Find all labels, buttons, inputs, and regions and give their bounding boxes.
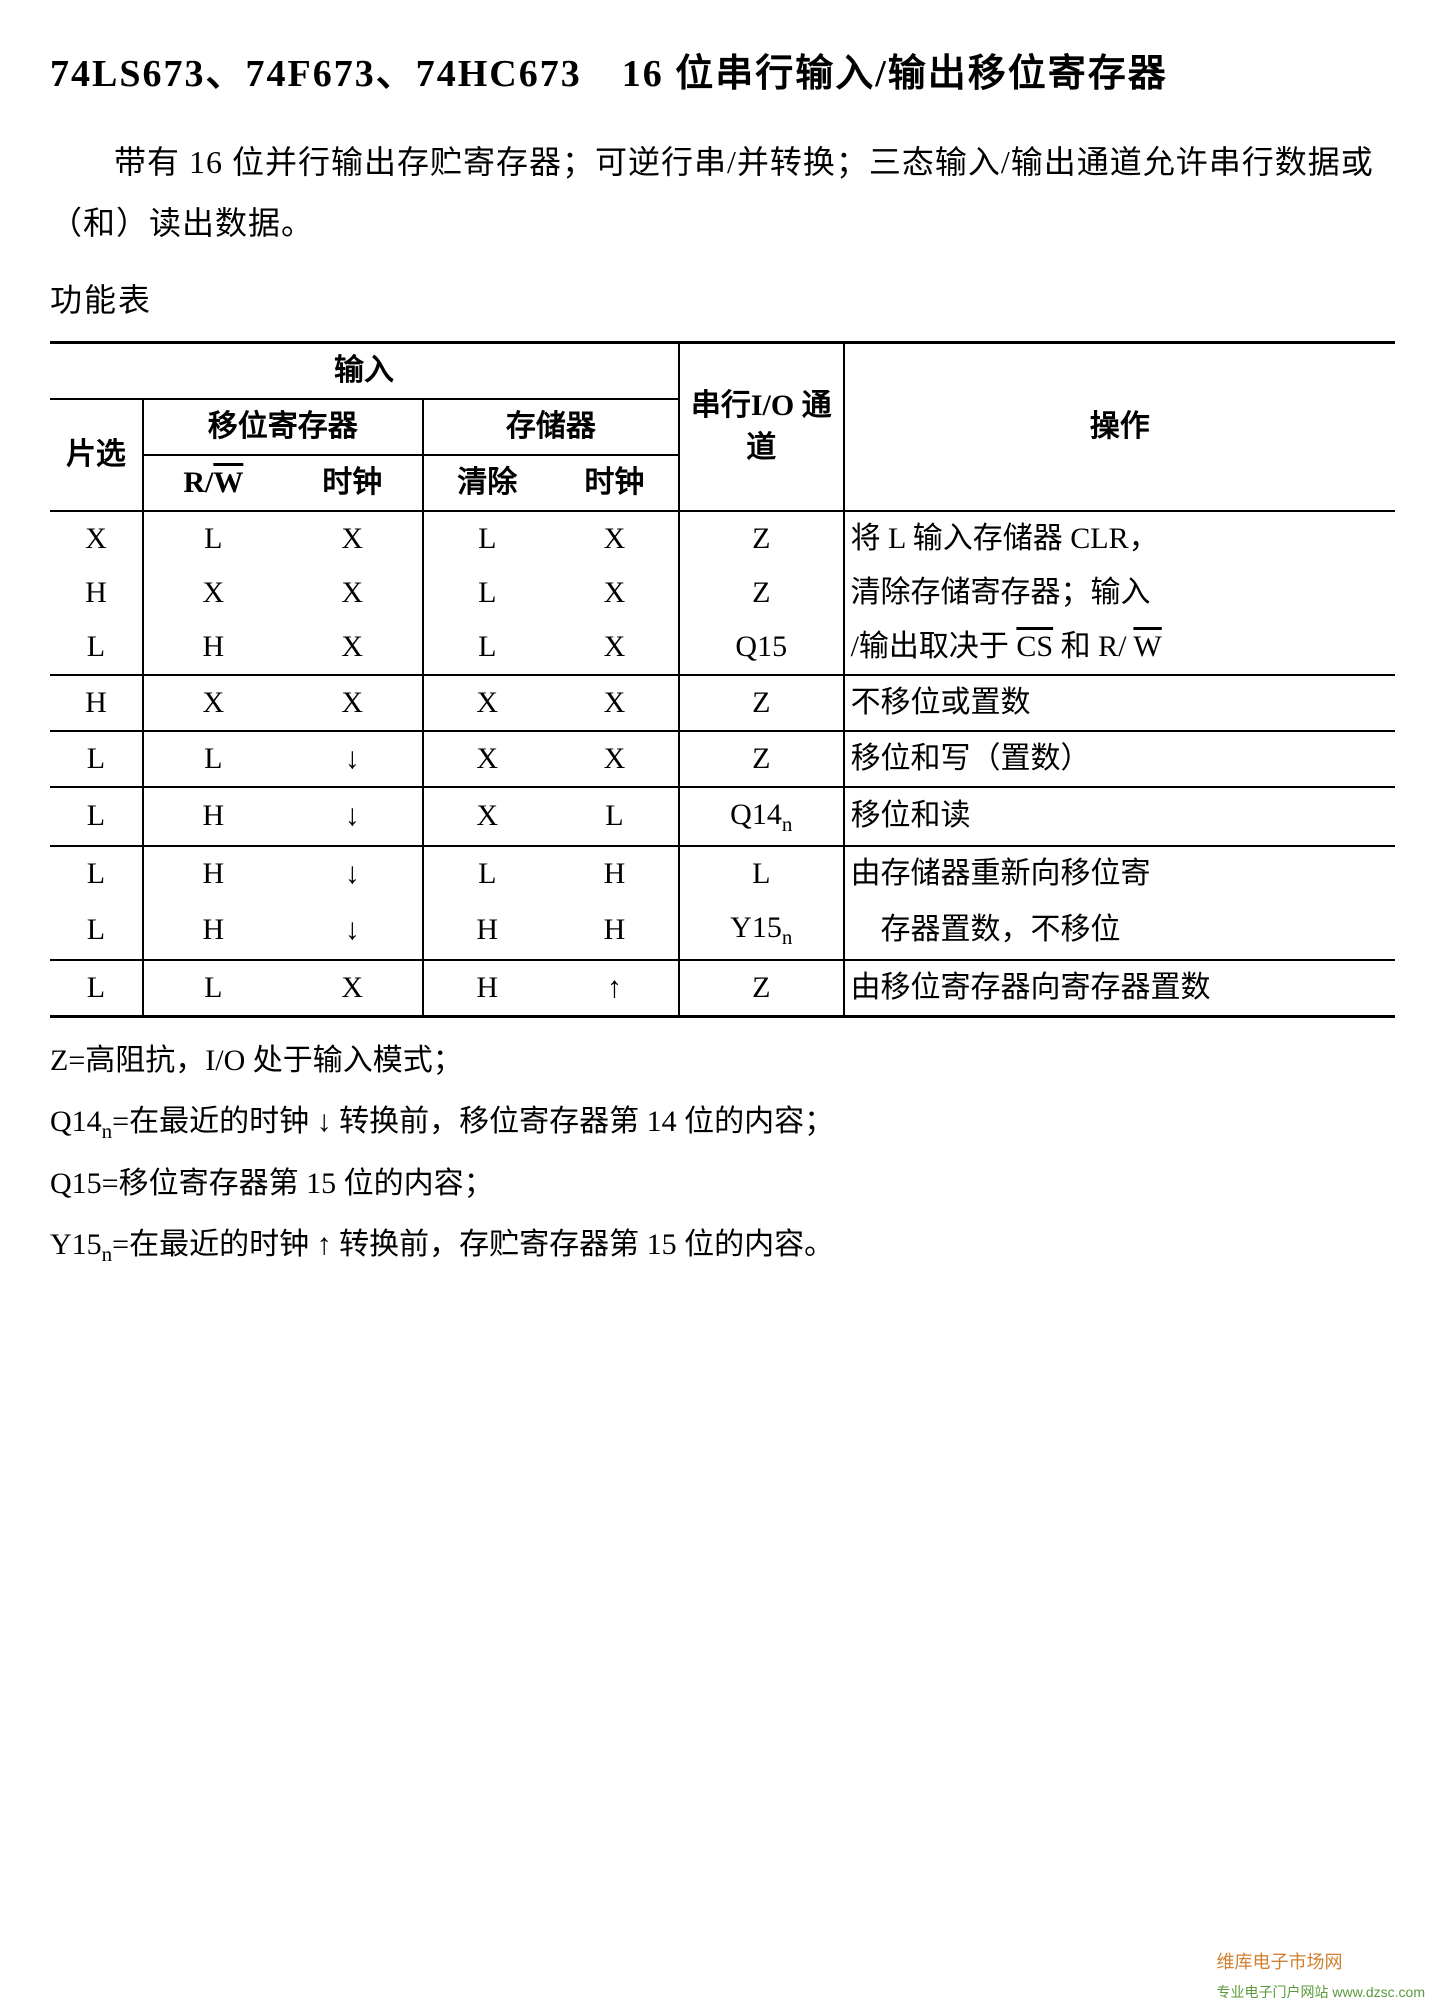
table-cell: X bbox=[551, 620, 679, 675]
table-cell: L bbox=[423, 846, 551, 901]
table-cell: X bbox=[551, 675, 679, 731]
table-row: LHXLXQ15/输出取决于 CS 和 R/ W bbox=[50, 620, 1395, 675]
col-sr-clock: 时钟 bbox=[283, 455, 423, 511]
table-cell: Q15 bbox=[679, 620, 844, 675]
table-cell: H bbox=[50, 675, 143, 731]
note-y15: Y15n=在最近的时钟 ↑ 转换前，存贮寄存器第 15 位的内容。 bbox=[50, 1216, 1395, 1275]
page-title: 74LS673、74F673、74HC673 16 位串行输入/输出移位寄存器 bbox=[50, 40, 1395, 108]
table-row: LH↓XLQ14n移位和读 bbox=[50, 787, 1395, 846]
table-caption: 功能表 bbox=[50, 270, 1395, 331]
table-cell: /输出取决于 CS 和 R/ W bbox=[844, 620, 1395, 675]
note-q15: Q15=移位寄存器第 15 位的内容； bbox=[50, 1155, 1395, 1212]
table-cell: L bbox=[50, 846, 143, 901]
table-cell: X bbox=[143, 566, 283, 620]
table-cell: X bbox=[423, 675, 551, 731]
table-cell: Y15n bbox=[679, 901, 844, 959]
col-shift-reg: 移位寄存器 bbox=[143, 399, 423, 455]
table-cell: L bbox=[679, 846, 844, 901]
table-cell: L bbox=[143, 511, 283, 566]
table-cell: X bbox=[283, 620, 423, 675]
table-cell: H bbox=[143, 901, 283, 959]
col-st-clock: 时钟 bbox=[551, 455, 679, 511]
table-cell: L bbox=[551, 787, 679, 846]
table-cell: 将 L 输入存储器 CLR， bbox=[844, 511, 1395, 566]
table-cell: L bbox=[50, 960, 143, 1017]
table-cell: 移位和写（置数） bbox=[844, 731, 1395, 787]
col-chip-select: 片选 bbox=[50, 399, 143, 511]
table-cell: X bbox=[283, 566, 423, 620]
note-q14: Q14n=在最近的时钟 ↓ 转换前，移位寄存器第 14 位的内容； bbox=[50, 1093, 1395, 1152]
description-text: 带有 16 位并行输出存贮寄存器；可逆行串/并转换；三态输入/输出通道允许串行数… bbox=[50, 132, 1395, 254]
table-row: LL↓XXZ移位和写（置数） bbox=[50, 731, 1395, 787]
col-clear: 清除 bbox=[423, 455, 551, 511]
table-cell: L bbox=[143, 960, 283, 1017]
table-cell: X bbox=[283, 675, 423, 731]
table-cell: X bbox=[283, 511, 423, 566]
table-cell: 清除存储寄存器；输入 bbox=[844, 566, 1395, 620]
table-cell: Z bbox=[679, 511, 844, 566]
table-row: HXXLXZ清除存储寄存器；输入 bbox=[50, 566, 1395, 620]
table-cell: H bbox=[143, 787, 283, 846]
table-cell: L bbox=[50, 620, 143, 675]
col-rw: R/W bbox=[143, 455, 283, 511]
col-serial-io: 串行I/O 通道 bbox=[679, 342, 844, 511]
table-cell: L bbox=[50, 787, 143, 846]
table-cell: H bbox=[551, 846, 679, 901]
table-cell: L bbox=[423, 566, 551, 620]
watermark: 维库电子市场网 专业电子门户网站 www.dzsc.com bbox=[1217, 1945, 1425, 2006]
table-cell: Z bbox=[679, 731, 844, 787]
table-cell: 不移位或置数 bbox=[844, 675, 1395, 731]
table-cell: L bbox=[50, 731, 143, 787]
function-table: 输入 串行I/O 通道 操作 片选 移位寄存器 存储器 R/W 时钟 清除 时钟… bbox=[50, 341, 1395, 1018]
table-cell: Z bbox=[679, 675, 844, 731]
table-cell: X bbox=[143, 675, 283, 731]
table-cell: ↓ bbox=[283, 731, 423, 787]
table-row: XLXLXZ将 L 输入存储器 CLR， bbox=[50, 511, 1395, 566]
table-cell: ↓ bbox=[283, 901, 423, 959]
table-cell: 由存储器重新向移位寄 bbox=[844, 846, 1395, 901]
table-cell: ↓ bbox=[283, 787, 423, 846]
table-body: XLXLXZ将 L 输入存储器 CLR，HXXLXZ清除存储寄存器；输入LHXL… bbox=[50, 511, 1395, 1016]
note-z: Z=高阻抗，I/O 处于输入模式； bbox=[50, 1032, 1395, 1089]
table-cell: X bbox=[551, 511, 679, 566]
table-cell: X bbox=[423, 787, 551, 846]
notes-block: Z=高阻抗，I/O 处于输入模式； Q14n=在最近的时钟 ↓ 转换前，移位寄存… bbox=[50, 1032, 1395, 1276]
table-cell: X bbox=[283, 960, 423, 1017]
table-cell: X bbox=[551, 566, 679, 620]
table-cell: H bbox=[423, 960, 551, 1017]
table-cell: 移位和读 bbox=[844, 787, 1395, 846]
table-cell: L bbox=[143, 731, 283, 787]
table-cell: L bbox=[423, 511, 551, 566]
table-cell: L bbox=[50, 901, 143, 959]
table-cell: ↑ bbox=[551, 960, 679, 1017]
table-row: HXXXXZ不移位或置数 bbox=[50, 675, 1395, 731]
table-cell: 由移位寄存器向寄存器置数 bbox=[844, 960, 1395, 1017]
table-cell: H bbox=[143, 620, 283, 675]
table-cell: X bbox=[551, 731, 679, 787]
table-cell: H bbox=[143, 846, 283, 901]
table-row: LH↓LHL由存储器重新向移位寄 bbox=[50, 846, 1395, 901]
table-cell: Q14n bbox=[679, 787, 844, 846]
table-cell: Z bbox=[679, 960, 844, 1017]
col-operation: 操作 bbox=[844, 342, 1395, 511]
table-cell: L bbox=[423, 620, 551, 675]
table-cell: ↓ bbox=[283, 846, 423, 901]
table-cell: X bbox=[50, 511, 143, 566]
table-row: LLXH↑Z由移位寄存器向寄存器置数 bbox=[50, 960, 1395, 1017]
table-cell: 存器置数，不移位 bbox=[844, 901, 1395, 959]
table-cell: X bbox=[423, 731, 551, 787]
table-cell: Z bbox=[679, 566, 844, 620]
table-cell: H bbox=[50, 566, 143, 620]
col-storage: 存储器 bbox=[423, 399, 679, 455]
table-cell: H bbox=[423, 901, 551, 959]
table-row: LH↓HHY15n 存器置数，不移位 bbox=[50, 901, 1395, 959]
table-cell: H bbox=[551, 901, 679, 959]
col-input: 输入 bbox=[50, 342, 679, 399]
